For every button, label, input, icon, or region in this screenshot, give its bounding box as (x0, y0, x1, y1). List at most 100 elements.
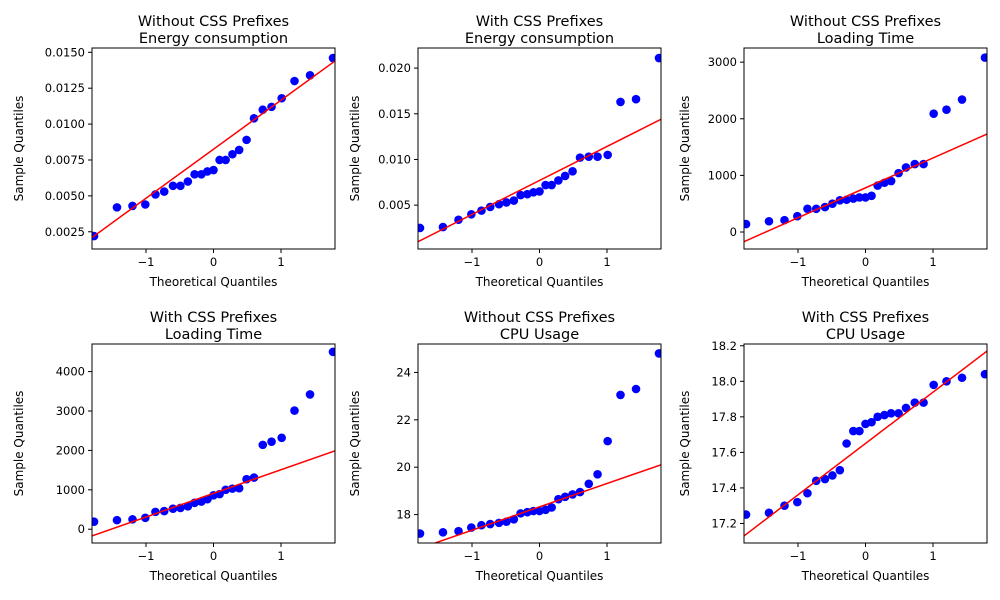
chart-title-line-1: Without CSS Prefixes (464, 310, 615, 326)
data-point (820, 474, 830, 484)
y-tick-label: 0 (78, 522, 85, 536)
data-point (554, 176, 563, 185)
data-points (418, 349, 661, 543)
data-point (221, 155, 230, 165)
x-tick-label: 1 (603, 255, 610, 269)
data-point (828, 471, 837, 480)
data-point (980, 53, 987, 62)
y-tick-label: 0.0125 (45, 81, 85, 95)
data-point (942, 105, 951, 115)
data-point (203, 494, 212, 504)
x-tick-label: −1 (138, 255, 155, 269)
data-point (290, 406, 299, 415)
data-point (929, 109, 938, 118)
x-tick-label: 1 (603, 549, 610, 563)
data-point (541, 180, 550, 190)
data-point (957, 373, 967, 383)
data-point (593, 469, 602, 479)
data-point (654, 349, 661, 358)
data-points (744, 350, 987, 537)
y-tick-label: 18.2 (711, 339, 737, 353)
data-point (290, 76, 299, 86)
y-tick-label: 0.010 (378, 152, 411, 166)
data-point (568, 167, 577, 176)
data-point (603, 436, 612, 446)
data-point (835, 465, 845, 475)
y-axis-label: Sample Quantiles (12, 391, 26, 497)
data-point (215, 155, 224, 165)
data-point (258, 440, 268, 450)
x-tick-label: −1 (138, 549, 155, 563)
chart-title-line-1: With CSS Prefixes (476, 14, 603, 30)
fit-line (432, 464, 661, 543)
y-tick-label: 0.005 (378, 198, 411, 212)
data-point (764, 216, 774, 226)
data-point (894, 408, 903, 418)
data-point (228, 149, 237, 159)
y-tick-label: 3000 (708, 55, 737, 69)
y-axis-label: Sample Quantiles (12, 96, 26, 202)
y-axis-label: Sample Quantiles (678, 391, 692, 497)
x-tick-label: 1 (929, 549, 936, 563)
data-point (603, 150, 612, 160)
x-tick-label: −1 (790, 255, 807, 269)
x-tick-label: 1 (277, 549, 284, 563)
y-tick-label: 4000 (56, 365, 85, 379)
y-tick-label: 22 (396, 413, 411, 427)
data-point (234, 145, 244, 155)
x-axis-label: Theoretical Quantiles (149, 569, 278, 583)
y-tick-label: 18 (396, 508, 411, 522)
y-tick-label: 2000 (56, 443, 85, 457)
x-axis-label: Theoretical Quantiles (475, 275, 604, 289)
x-tick-label: −1 (464, 549, 481, 563)
x-axis-label: Theoretical Quantiles (475, 569, 604, 583)
data-point (305, 390, 315, 399)
y-tick-label: 0.0150 (45, 45, 85, 59)
data-point (886, 176, 896, 186)
data-point (842, 439, 851, 448)
data-point (631, 94, 641, 104)
x-tick-label: 1 (929, 255, 936, 269)
data-point (454, 526, 463, 536)
y-axis-label: Sample Quantiles (348, 391, 362, 497)
y-tick-label: 24 (396, 365, 411, 379)
y-tick-label: 0.0100 (45, 117, 85, 131)
data-point (141, 200, 150, 209)
y-tick-label: 17.8 (711, 410, 737, 424)
data-point (509, 196, 519, 205)
data-point (502, 198, 511, 207)
y-tick-label: 17.4 (711, 481, 737, 495)
chart-title-line-1: Without CSS Prefixes (790, 14, 941, 30)
data-point (535, 187, 544, 196)
x-axis-label: Theoretical Quantiles (801, 275, 930, 289)
data-points (744, 53, 987, 243)
chart-title-line-2: Loading Time (165, 327, 262, 343)
x-tick-label: 0 (210, 255, 217, 269)
x-tick-label: 0 (862, 549, 869, 563)
x-tick-label: 0 (862, 255, 869, 269)
data-point (418, 529, 425, 538)
y-tick-label: 0.0050 (45, 189, 85, 203)
chart-title-line-1: With CSS Prefixes (150, 310, 277, 326)
data-point (560, 171, 570, 181)
data-point (616, 97, 625, 107)
chart-title-line-2: Energy consumption (139, 31, 288, 47)
data-point (616, 390, 625, 400)
data-point (190, 170, 199, 179)
y-tick-label: 3000 (56, 404, 85, 418)
y-tick-label: 0.015 (378, 107, 411, 121)
x-tick-label: 0 (210, 549, 217, 563)
chart-title-line-1: Without CSS Prefixes (138, 14, 289, 30)
chart-title-line-1: With CSS Prefixes (802, 310, 929, 326)
data-point (873, 412, 882, 422)
x-tick-label: 0 (536, 549, 543, 563)
data-point (112, 203, 122, 212)
data-point (176, 181, 185, 191)
data-point (929, 380, 938, 390)
